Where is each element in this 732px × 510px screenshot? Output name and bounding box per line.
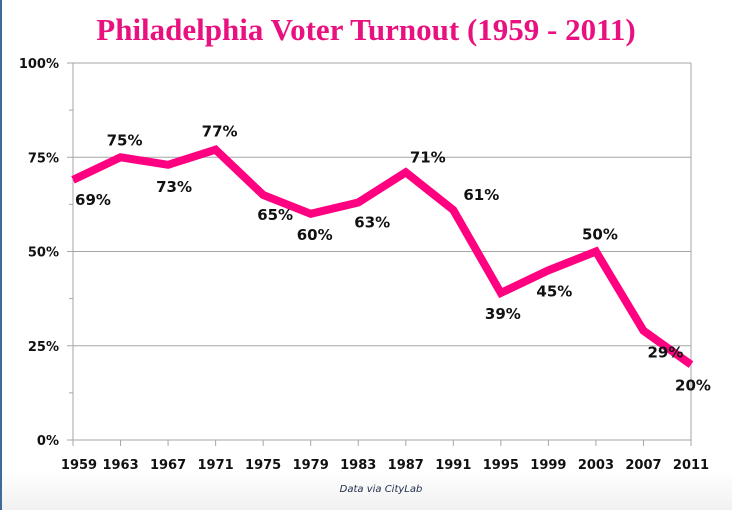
series-line-voter-turnout [71,145,694,368]
y-tick-label: 75% [28,151,59,166]
x-tick-label: 1959 [61,458,97,473]
chart-title: Philadelphia Voter Turnout (1959 - 2011) [96,12,636,47]
y-tick-label: 0% [37,434,59,449]
data-label: 60% [297,226,333,244]
x-tick-label: 1971 [198,458,234,473]
data-label: 61% [463,186,499,204]
data-label: 69% [75,191,111,209]
x-tick-label: 1963 [102,458,138,473]
window-edge [0,0,2,510]
y-tick-label: 50% [28,246,59,261]
x-tick-label: 1967 [150,458,186,473]
x-tick-label: 2003 [578,458,614,473]
data-label: 75% [107,131,143,149]
x-tick-label: 1995 [483,458,519,473]
x-tick-label: 1991 [435,458,471,473]
data-label: 20% [675,377,711,395]
data-label: 77% [202,123,238,141]
x-tick-label: 1999 [530,458,566,473]
data-label: 45% [536,282,572,300]
y-tick-label: 100% [19,57,59,72]
x-tick-label: 1987 [388,458,424,473]
data-label: 29% [648,344,684,362]
data-label: 73% [156,178,192,196]
y-tick-label: 25% [28,340,59,355]
x-tick-label: 1983 [340,458,376,473]
data-label: 65% [257,206,293,224]
x-tick-label: 2007 [625,458,661,473]
data-label: 63% [354,213,390,231]
x-tick-label: 2011 [673,458,709,473]
data-label: 71% [410,148,446,166]
x-tick-label: 1975 [245,458,281,473]
data-label: 50% [582,226,618,244]
data-label: 39% [485,305,521,323]
source-note: Data via CityLab [339,484,423,495]
x-tick-label: 1979 [293,458,329,473]
